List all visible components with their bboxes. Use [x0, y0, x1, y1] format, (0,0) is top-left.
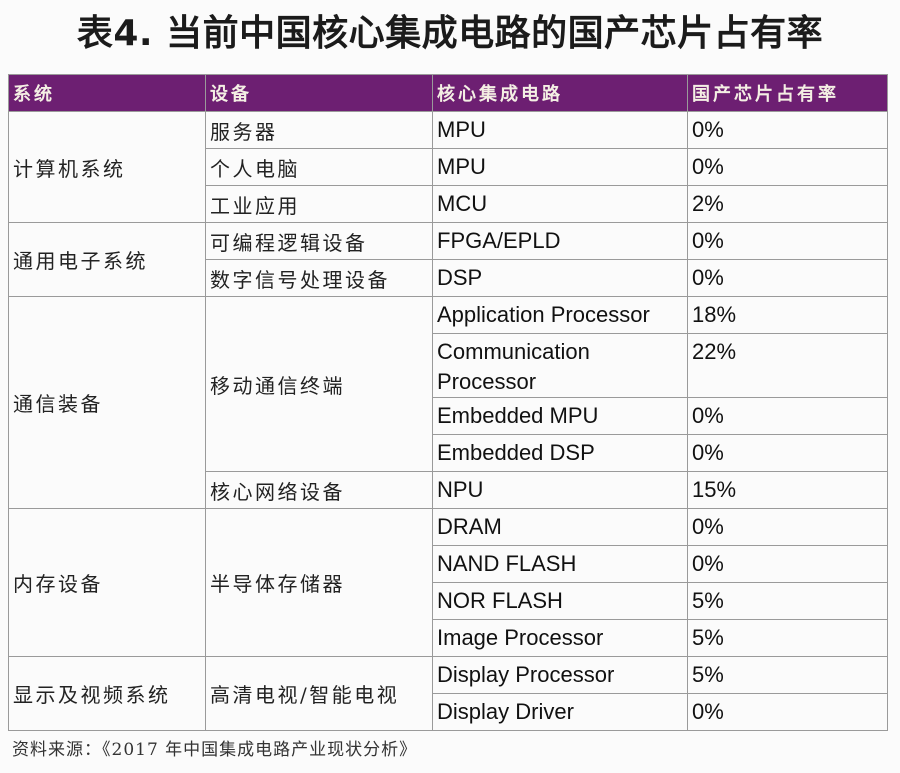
circuit-cell: MCU	[432, 185, 688, 223]
system-cell: 显示及视频系统	[8, 656, 206, 731]
circuit-cell: MPU	[432, 148, 688, 186]
page-title: 表4. 当前中国核心集成电路的国产芯片占有率	[76, 13, 824, 54]
table-header-row: 系统 设备 核心集成电路 国产芯片占有率	[8, 74, 888, 112]
share-cell: 0%	[687, 545, 888, 583]
share-cell: 5%	[687, 619, 888, 657]
share-cell: 0%	[687, 259, 888, 297]
circuit-cell: Communication Processor	[432, 333, 688, 398]
device-cell: 高清电视/智能电视	[205, 656, 433, 731]
share-cell: 0%	[687, 508, 888, 546]
header-circuit: 核心集成电路	[432, 74, 688, 112]
header-device: 设备	[205, 74, 433, 112]
device-cell: 数字信号处理设备	[205, 259, 433, 297]
table-row: 核心网络设备 NPU 15%	[9, 471, 888, 509]
circuit-cell: NPU	[432, 471, 688, 509]
circuit-cell: Display Processor	[432, 656, 688, 694]
table-row: NAND FLASH 0%	[9, 545, 888, 583]
share-cell: 0%	[687, 222, 888, 260]
device-cell: 可编程逻辑设备	[205, 222, 433, 260]
circuit-cell: Display Driver	[432, 693, 688, 731]
circuit-cell: MPU	[432, 111, 688, 149]
device-cell: 服务器	[205, 111, 433, 149]
header-share: 国产芯片占有率	[687, 74, 888, 112]
table-row: 通信装备 移动通信终端 Application Processor 18%	[8, 296, 888, 509]
circuit-cell: Application Processor	[432, 296, 688, 334]
table-row: Image Processor 5%	[9, 619, 888, 657]
circuit-cell: Embedded MPU	[432, 397, 688, 435]
chip-share-table: 系统 设备 核心集成电路 国产芯片占有率 计算机系统 服务器 MPU 0% 个人…	[8, 74, 888, 731]
source-note: 资料来源：《2017 年中国集成电路产业现状分析》	[12, 740, 418, 760]
table-row: 内存设备 半导体存储器 DRAM 0%	[8, 508, 888, 657]
circuit-cell: DSP	[432, 259, 688, 297]
table-row: Communication Processor 22%	[9, 333, 888, 398]
share-cell: 5%	[687, 656, 888, 694]
system-cell: 内存设备	[8, 508, 206, 657]
circuit-cell: Image Processor	[432, 619, 688, 657]
table-row: Display Driver 0%	[9, 693, 888, 731]
table-row: NOR FLASH 5%	[9, 582, 888, 620]
system-cell: 通用电子系统	[8, 222, 206, 297]
share-cell: 0%	[687, 693, 888, 731]
table-row: 计算机系统 服务器 MPU 0%	[8, 111, 888, 223]
device-cell: 工业应用	[205, 185, 433, 223]
device-cell: 移动通信终端	[205, 296, 433, 472]
table-row: 显示及视频系统 高清电视/智能电视 Display Processor 5%	[8, 656, 888, 731]
circuit-cell: DRAM	[432, 508, 688, 546]
share-cell: 0%	[687, 397, 888, 435]
share-cell: 0%	[687, 111, 888, 149]
circuit-cell: FPGA/EPLD	[432, 222, 688, 260]
device-cell: 核心网络设备	[205, 471, 433, 509]
circuit-cell: NAND FLASH	[432, 545, 688, 583]
device-cell: 个人电脑	[205, 148, 433, 186]
device-cell: 半导体存储器	[205, 508, 433, 657]
share-cell: 18%	[687, 296, 888, 334]
share-cell: 15%	[687, 471, 888, 509]
system-cell: 计算机系统	[8, 111, 206, 223]
table-row: 个人电脑 MPU 0%	[9, 148, 888, 186]
share-cell: 2%	[687, 185, 888, 223]
share-cell: 0%	[687, 434, 888, 472]
header-system: 系统	[8, 74, 206, 112]
system-cell: 通信装备	[8, 296, 206, 509]
table-row: Embedded DSP 0%	[9, 434, 888, 472]
share-cell: 22%	[687, 333, 888, 398]
circuit-cell: NOR FLASH	[432, 582, 688, 620]
share-cell: 5%	[687, 582, 888, 620]
share-cell: 0%	[687, 148, 888, 186]
table-row: 通用电子系统 可编程逻辑设备 FPGA/EPLD 0%	[8, 222, 888, 297]
circuit-cell: Embedded DSP	[432, 434, 688, 472]
